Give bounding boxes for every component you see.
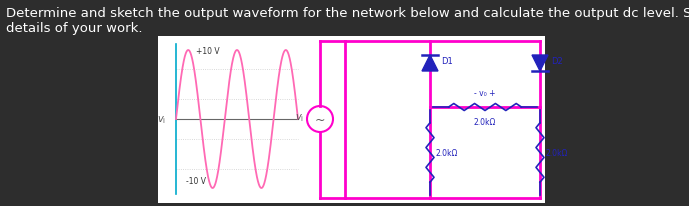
Text: ~: ~ bbox=[315, 113, 325, 126]
Text: 2.0kΩ: 2.0kΩ bbox=[474, 117, 496, 126]
Text: 2.0kΩ: 2.0kΩ bbox=[546, 148, 568, 157]
Text: details of your work.: details of your work. bbox=[6, 22, 143, 35]
Text: $v_{\rm i}$: $v_{\rm i}$ bbox=[295, 112, 304, 123]
Text: D2: D2 bbox=[551, 57, 563, 66]
Text: D1: D1 bbox=[441, 57, 453, 66]
Bar bbox=[158, 37, 545, 203]
Polygon shape bbox=[532, 56, 548, 72]
Text: +10 V: +10 V bbox=[196, 47, 220, 56]
Text: - v₀ +: - v₀ + bbox=[474, 89, 496, 97]
Text: -10 V: -10 V bbox=[186, 176, 206, 185]
Text: 2.0kΩ: 2.0kΩ bbox=[436, 148, 458, 157]
Polygon shape bbox=[422, 56, 438, 72]
Text: Determine and sketch the output waveform for the network below and calculate the: Determine and sketch the output waveform… bbox=[6, 7, 689, 20]
Text: $v_{\rm i}$: $v_{\rm i}$ bbox=[157, 114, 166, 125]
